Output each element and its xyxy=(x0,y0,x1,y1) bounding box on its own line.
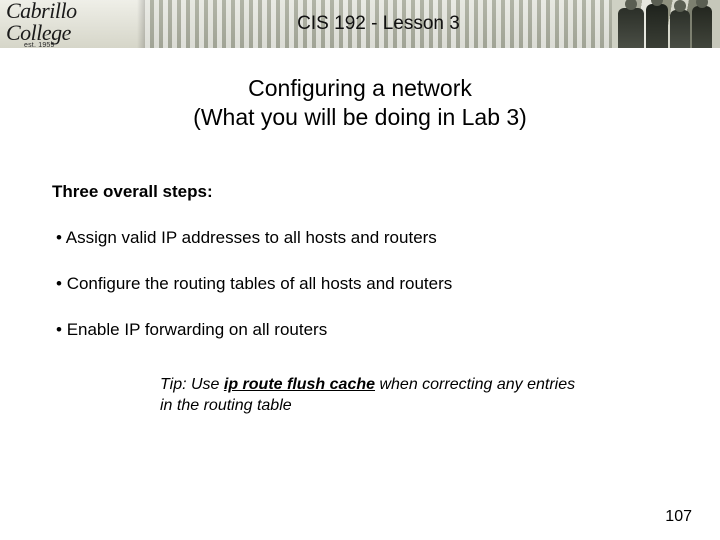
bullet-icon: • xyxy=(56,228,62,247)
banner-columns-bg: CIS 192 - Lesson 3 xyxy=(145,0,612,48)
logo-subtext: est. 1959 xyxy=(24,42,145,49)
lesson-title: CIS 192 - Lesson 3 xyxy=(291,13,466,35)
step-text: Enable IP forwarding on all routers xyxy=(67,320,328,339)
slide-title-line1: Configuring a network xyxy=(248,75,472,101)
bullet-icon: • xyxy=(56,320,62,339)
step-item: • Configure the routing tables of all ho… xyxy=(52,274,668,294)
header-banner: Cabrillo College est. 1959 CIS 192 - Les… xyxy=(0,0,720,48)
step-item: • Enable IP forwarding on all routers xyxy=(52,320,668,340)
bullet-icon: • xyxy=(56,274,62,293)
tip-command: ip route flush cache xyxy=(224,376,375,393)
tip-note: Tip: Use ip route flush cache when corre… xyxy=(160,374,590,417)
college-logo: Cabrillo College est. 1959 xyxy=(0,0,145,48)
tip-prefix: Tip: Use xyxy=(160,376,224,393)
logo-text: Cabrillo College xyxy=(6,0,145,44)
step-item: • Assign valid IP addresses to all hosts… xyxy=(52,228,668,248)
banner-photo xyxy=(612,0,720,48)
step-text: Configure the routing tables of all host… xyxy=(67,274,453,293)
slide-title-line2: (What you will be doing in Lab 3) xyxy=(193,104,527,130)
slide-title: Configuring a network (What you will be … xyxy=(0,74,720,132)
step-text: Assign valid IP addresses to all hosts a… xyxy=(66,228,437,247)
slide-body: Three overall steps: • Assign valid IP a… xyxy=(0,132,720,417)
steps-heading: Three overall steps: xyxy=(52,182,668,202)
page-number: 107 xyxy=(665,508,692,526)
